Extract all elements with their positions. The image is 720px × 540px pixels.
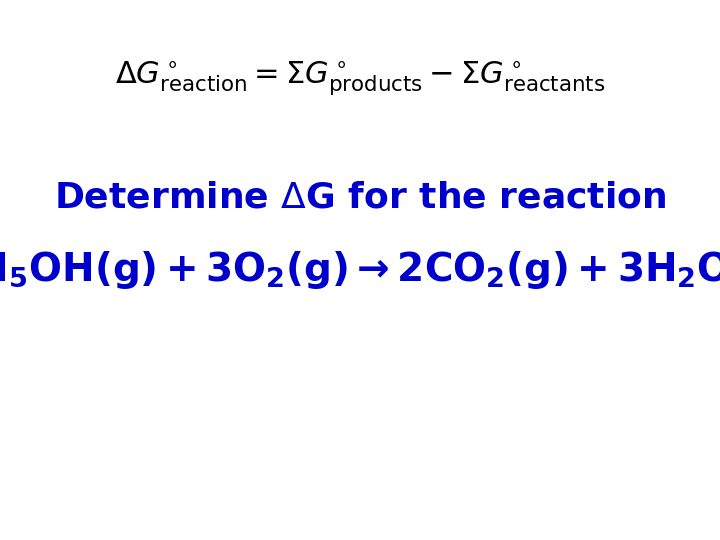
Text: Determine $\Delta$G for the reaction: Determine $\Delta$G for the reaction (54, 180, 666, 214)
Text: $\mathbf{C_2H_5OH(g) + 3O_2(g) \rightarrow 2CO_2(g) + 3H_2O(g)}$: $\mathbf{C_2H_5OH(g) + 3O_2(g) \rightarr… (0, 249, 720, 291)
Text: $\Delta G^\circ_{\rm reaction} = \Sigma G^\circ_{\rm products} - \Sigma G^\circ_: $\Delta G^\circ_{\rm reaction} = \Sigma … (114, 59, 606, 98)
